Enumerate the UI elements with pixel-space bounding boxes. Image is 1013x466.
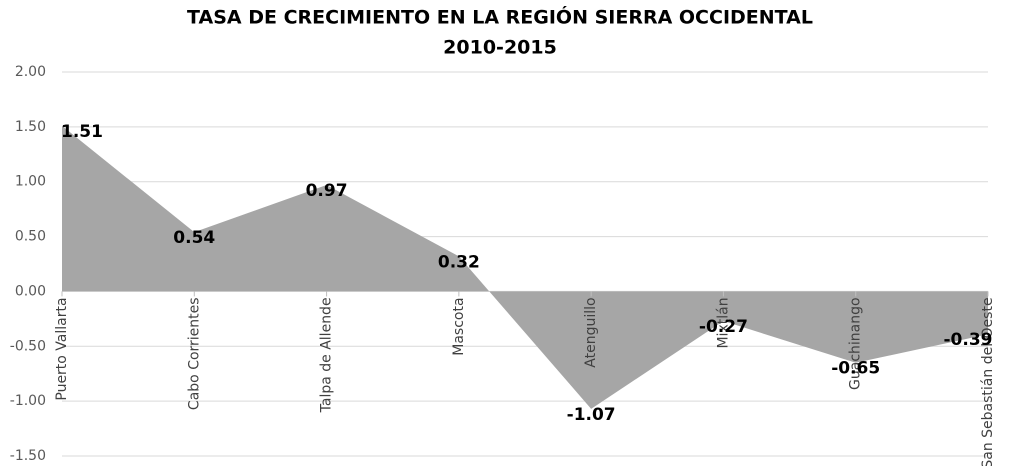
data-label: 1.51 (61, 122, 103, 142)
y-tick-label: -0.50 (10, 338, 46, 354)
y-tick-label: 2.00 (15, 64, 46, 80)
x-tick-label: Talpa de Allende (319, 297, 335, 413)
data-label: -0.27 (699, 317, 748, 337)
chart-title: TASA DE CRECIMIENTO EN LA REGIÓN SIERRA … (187, 5, 813, 29)
chart-subtitle: 2010-2015 (443, 37, 557, 59)
y-tick-label: -1.50 (10, 448, 46, 464)
y-tick-label: 1.50 (15, 119, 46, 135)
x-tick-label: Mixtlán (715, 297, 731, 348)
data-label: 0.97 (306, 181, 348, 201)
x-tick-label: Guachinango (848, 297, 864, 390)
y-tick-label: 0.50 (15, 229, 46, 245)
data-label: -1.07 (567, 405, 616, 425)
x-tick-label: Mascota (451, 297, 467, 355)
x-tick-label: Cabo Corrientes (186, 297, 202, 410)
y-tick-label: -1.00 (10, 393, 46, 409)
y-tick-label: 1.00 (15, 174, 46, 190)
x-tick-label: Puerto Vallarta (54, 297, 70, 400)
data-label: 0.32 (438, 252, 480, 272)
area (62, 125, 988, 409)
x-tick-label: Atenguillo (583, 297, 599, 367)
data-label: 0.54 (173, 228, 215, 248)
data-label: -0.65 (831, 359, 880, 379)
x-tick-label: San Sebastián del Oeste (980, 297, 996, 466)
y-tick-label: 0.00 (15, 283, 46, 299)
data-label: -0.39 (944, 330, 993, 350)
